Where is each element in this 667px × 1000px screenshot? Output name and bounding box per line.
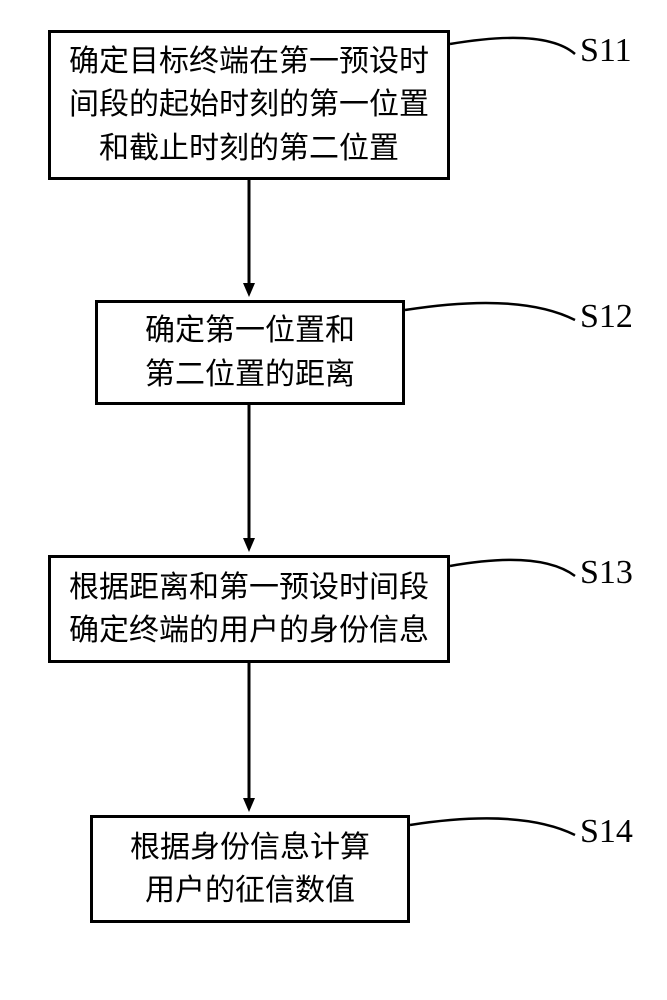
flow-node-2: 确定第一位置和 第二位置的距离 xyxy=(95,300,405,405)
flow-label-s11: S11 xyxy=(580,32,632,70)
leader-s13 xyxy=(450,560,575,576)
flow-node-3-text: 根据距离和第一预设时间段 确定终端的用户的身份信息 xyxy=(69,566,429,653)
flowchart-canvas: 确定目标终端在第一预设时 间段的起始时刻的第一位置 和截止时刻的第二位置 S11… xyxy=(0,0,667,1000)
flow-label-s14: S14 xyxy=(580,813,633,851)
flow-node-1-text: 确定目标终端在第一预设时 间段的起始时刻的第一位置 和截止时刻的第二位置 xyxy=(69,40,429,171)
flow-node-4-text: 根据身份信息计算 用户的征信数值 xyxy=(130,826,370,913)
flow-node-1: 确定目标终端在第一预设时 间段的起始时刻的第一位置 和截止时刻的第二位置 xyxy=(48,30,450,180)
flow-node-3: 根据距离和第一预设时间段 确定终端的用户的身份信息 xyxy=(48,555,450,663)
leader-s12 xyxy=(405,303,575,320)
flow-node-4: 根据身份信息计算 用户的征信数值 xyxy=(90,815,410,923)
flow-label-s13: S13 xyxy=(580,554,633,592)
flow-node-2-text: 确定第一位置和 第二位置的距离 xyxy=(145,309,355,396)
leader-s11 xyxy=(450,38,575,54)
flow-label-s12: S12 xyxy=(580,298,633,336)
leader-s14 xyxy=(410,818,575,835)
